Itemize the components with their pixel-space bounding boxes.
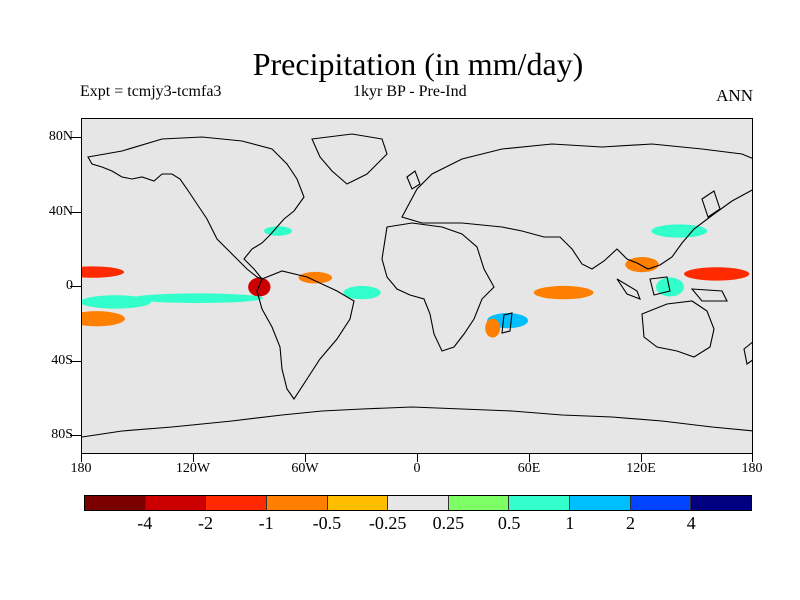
anomaly-patch: [343, 285, 381, 300]
coast-madagascar: [501, 312, 513, 334]
colorbar-swatch: [327, 496, 389, 510]
colorbar-swatch: [145, 496, 207, 510]
x-label-60w: 60W: [291, 461, 319, 476]
colorbar-swatch: [266, 496, 328, 510]
x-label-180e: 180: [741, 461, 763, 476]
colorbar-swatch: [388, 496, 449, 510]
y-tick: [70, 435, 81, 436]
colorbar-swatch: [85, 496, 146, 510]
y-label-0: 0: [66, 278, 73, 293]
x-tick: [529, 454, 530, 462]
anomaly-patch: [298, 271, 333, 284]
colorbar-label: 4: [686, 513, 696, 533]
coast-borneo: [649, 276, 671, 296]
x-label-60e: 60E: [517, 461, 541, 476]
anomaly-patch: [533, 285, 594, 300]
colorbar-label: -0.25: [368, 513, 407, 533]
colorbar-label: 1: [565, 513, 575, 533]
coast-south-america: [256, 270, 355, 400]
colorbar-label: -1: [258, 513, 274, 533]
y-label-80n: 80N: [48, 129, 73, 144]
x-label-120e: 120E: [626, 461, 656, 476]
experiment-label: Expt = tcmjy3-tcmfa3: [80, 83, 222, 100]
coast-antarctica: [82, 406, 752, 438]
coast-africa: [381, 222, 495, 352]
anomaly-patches: [82, 224, 750, 338]
coast-north-america: [87, 136, 305, 281]
x-label-0: 0: [413, 461, 421, 476]
anomaly-patch: [264, 226, 292, 236]
x-tick: [417, 454, 418, 462]
x-tick: [193, 454, 194, 462]
y-tick: [70, 212, 81, 213]
coast-australia: [641, 300, 715, 358]
colorbar-label: -4: [137, 513, 153, 533]
x-tick: [81, 454, 82, 462]
anomaly-patch: [82, 266, 124, 278]
coast-sumatra: [616, 278, 641, 300]
x-label-120w: 120W: [175, 461, 211, 476]
y-label-80s: 80S: [51, 427, 73, 442]
anomaly-patch: [248, 277, 271, 297]
anomaly-patch: [656, 277, 684, 297]
coast-eurasia: [401, 143, 752, 270]
map-panel: [81, 118, 753, 454]
coast-japan: [701, 190, 721, 218]
y-tick: [70, 137, 81, 138]
x-tick: [305, 454, 306, 462]
y-label-40n: 40N: [48, 204, 73, 219]
colorbar-swatch: [448, 496, 510, 510]
colorbar-label: -2: [197, 513, 213, 533]
colorbar-swatch: [206, 496, 267, 510]
season-label: ANN: [716, 86, 753, 105]
colorbar-swatch: [509, 496, 571, 510]
colorbar-label: 0.25: [432, 513, 465, 533]
colorbar-label: 0.5: [497, 513, 521, 533]
x-tick: [641, 454, 642, 462]
anomaly-patch: [651, 224, 708, 238]
anomaly-patch: [625, 257, 659, 273]
world-map: [82, 133, 752, 438]
anomaly-patch: [132, 293, 264, 303]
period-label: 1kyr BP - Pre-Ind: [353, 83, 467, 100]
x-label-180w: 180: [70, 461, 92, 476]
coast-new-zealand: [743, 341, 752, 365]
y-tick: [70, 361, 81, 362]
colorbar-swatch: [570, 496, 631, 510]
colorbar-swatch: [630, 496, 692, 510]
y-label-40s: 40S: [51, 353, 73, 368]
colorbar-label: 2: [626, 513, 636, 533]
anomaly-patch: [684, 267, 750, 281]
coastlines: [82, 133, 752, 438]
coast-greenland: [311, 133, 388, 185]
x-tick: [752, 454, 753, 462]
colorbar-label: -0.5: [312, 513, 342, 533]
colorbar: [84, 495, 752, 511]
chart-title: Precipitation (in mm/day): [252, 46, 584, 82]
anomaly-patch: [82, 311, 125, 327]
colorbar-swatch: [691, 496, 752, 510]
y-tick: [70, 286, 81, 287]
coast-uk: [406, 170, 421, 190]
anomaly-patch: [485, 318, 501, 338]
coast-new-guinea: [690, 288, 728, 302]
